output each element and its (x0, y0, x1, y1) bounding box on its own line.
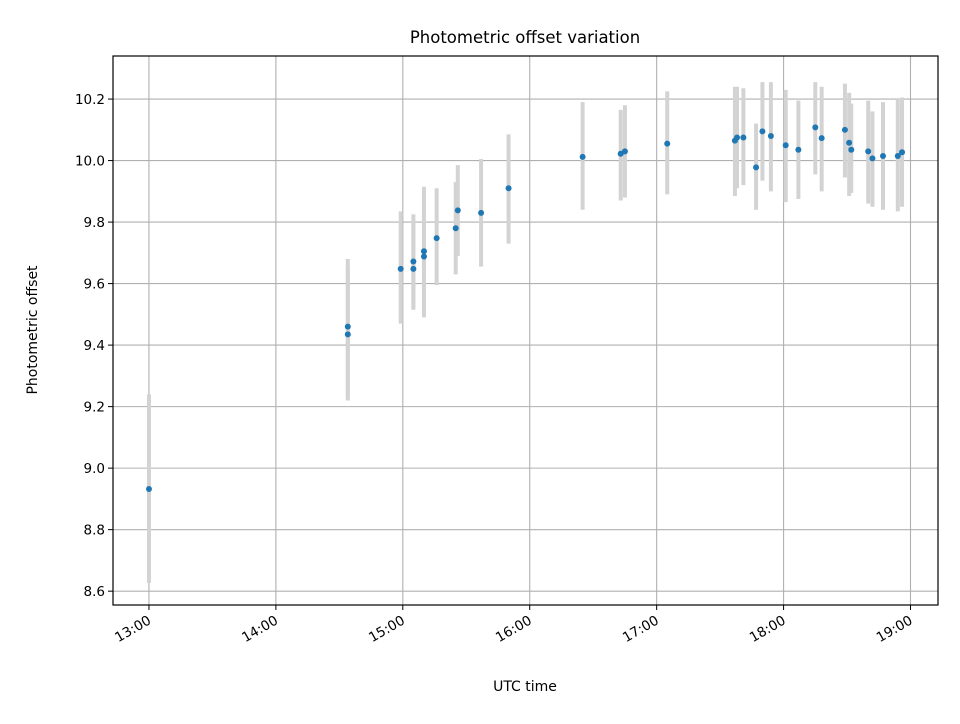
data-point (452, 225, 459, 232)
data-point (664, 140, 671, 147)
y-tick-label: 8.6 (84, 584, 105, 600)
data-point (869, 155, 876, 162)
data-point (846, 139, 853, 146)
errorbar-layer (146, 82, 905, 583)
y-tick-label: 10.0 (75, 154, 105, 170)
grid-layer (113, 56, 938, 605)
data-point (410, 258, 417, 265)
point-layer (145, 124, 906, 493)
data-point (478, 209, 485, 216)
x-tick-label: 13:00 (112, 613, 154, 646)
y-tick-label: 10.2 (75, 92, 105, 108)
y-tick-label: 9.6 (84, 277, 105, 293)
data-point (397, 265, 404, 272)
data-point (420, 253, 427, 260)
data-point (734, 134, 741, 141)
data-point (818, 135, 825, 142)
data-point (505, 185, 512, 192)
y-tick-label: 9.2 (84, 400, 105, 416)
x-tick-label: 15:00 (366, 613, 408, 646)
axes-frame (112, 55, 939, 606)
data-point (894, 152, 901, 159)
data-point (145, 486, 152, 493)
data-point (579, 153, 586, 160)
data-point (344, 323, 351, 330)
x-tick-label: 19:00 (874, 613, 916, 646)
data-point (865, 148, 872, 155)
data-point (344, 331, 351, 338)
x-tick-label: 14:00 (239, 613, 281, 646)
data-point (753, 164, 760, 171)
tick-layer: 13:00 14:00 15:00 16:00 17:00 18:00 19:00 8.6 8.… (75, 92, 916, 646)
y-tick-label: 9.0 (84, 461, 105, 477)
x-tick-label: 16:00 (493, 613, 535, 646)
data-point (767, 132, 774, 139)
data-point (841, 126, 848, 133)
y-tick-label: 9.4 (84, 338, 105, 354)
data-point (782, 142, 789, 149)
data-point (759, 128, 766, 135)
data-point (880, 152, 886, 159)
data-point (795, 146, 802, 153)
data-point (899, 149, 906, 156)
data-point (621, 148, 628, 155)
x-tick-label: 18:00 (747, 613, 789, 646)
x-axis-label: UTC time (493, 679, 557, 695)
data-point (454, 207, 461, 214)
y-axis-label: Photometric offset (25, 265, 41, 395)
chart-title: Photometric offset variation (410, 28, 640, 47)
y-tick-label: 9.8 (84, 215, 105, 231)
data-point (740, 134, 747, 141)
x-tick-label: 17:00 (620, 613, 662, 646)
data-point (420, 248, 427, 255)
data-point (848, 146, 855, 153)
y-tick-label: 8.8 (84, 523, 105, 539)
data-point (812, 124, 819, 131)
data-point (433, 235, 440, 242)
data-point (410, 265, 417, 272)
